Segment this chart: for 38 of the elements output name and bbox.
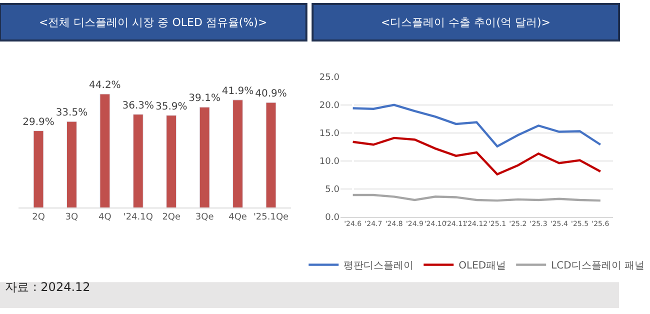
bar (266, 102, 276, 208)
x-tick-label: 4Qe (228, 212, 248, 222)
data-label: 29.9% (22, 116, 54, 128)
y-tick-label: 20.0 (319, 101, 340, 112)
chart-title: <전체 디스플레이 시장 중 OLED 점유율(%)> (39, 16, 268, 29)
y-tick-label: 0.0 (325, 212, 340, 223)
data-label: 41.9% (222, 86, 254, 97)
line-series (352, 104, 602, 148)
bar (33, 130, 44, 208)
data-label: 39.1% (188, 93, 220, 104)
legend-label: OLED패널 (458, 260, 506, 272)
x-tick-label: 2Qe (162, 212, 181, 222)
x-tick-label: 2Q (32, 212, 45, 222)
data-label: 44.2% (89, 80, 121, 92)
legend-label: 평판디스플레이 (344, 260, 414, 272)
bar (100, 94, 110, 208)
bar (66, 121, 77, 208)
y-tick-label: 15.0 (319, 129, 340, 140)
bar (199, 106, 210, 208)
legend-label: LCD디스플레이 패널 (551, 260, 645, 272)
x-tick-label: '24.1Q (123, 212, 153, 222)
text: 자료 : 2024.12 (5, 280, 90, 294)
bar (232, 100, 244, 208)
chart-title: <디스플레이 수출 추이(억 달러)> (381, 16, 551, 29)
y-tick-label: 5.0 (325, 184, 340, 195)
x-tick-label: 3Qe (195, 212, 214, 222)
y-tick-label: 10.0 (319, 157, 340, 168)
data-label: 40.9% (255, 88, 287, 100)
line-series (352, 136, 602, 176)
data-label: 33.5% (56, 108, 88, 119)
bar (166, 115, 177, 208)
x-tick-label: '25.1Qe (253, 212, 290, 222)
data-label: 36.3% (122, 100, 154, 112)
x-tick-label: 4Q (98, 212, 112, 222)
bar (132, 114, 144, 208)
y-tick-label: 25.0 (319, 73, 340, 84)
data-label: 35.9% (155, 101, 188, 112)
x-tick-label: 3Q (65, 212, 78, 222)
